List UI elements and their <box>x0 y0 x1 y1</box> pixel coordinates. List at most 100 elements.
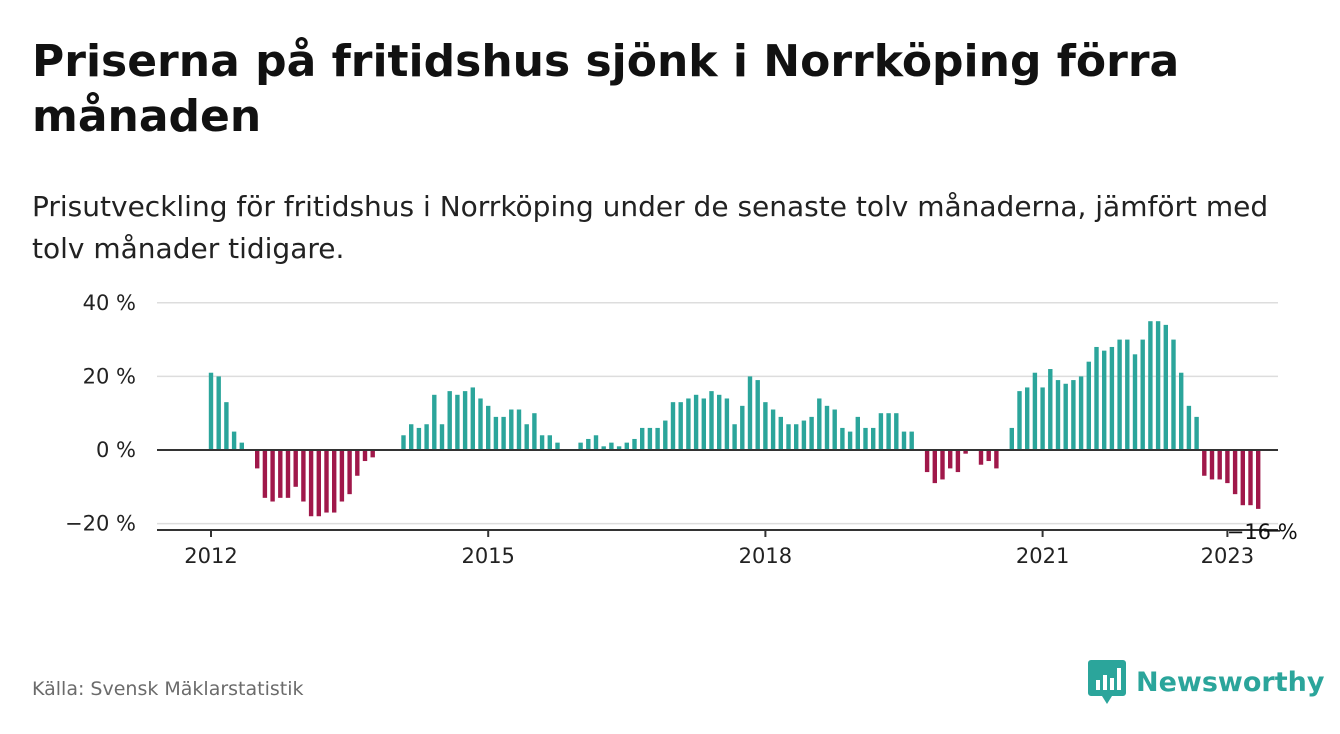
newsworthy-logo-icon <box>1088 660 1126 704</box>
bar <box>963 450 968 454</box>
bar <box>978 450 984 465</box>
bar <box>362 450 368 462</box>
bar <box>547 435 552 450</box>
bar <box>285 450 291 498</box>
bar <box>455 394 460 450</box>
y-tick-label: −20 % <box>65 512 136 536</box>
bar <box>416 427 422 450</box>
bar <box>701 398 706 450</box>
bar <box>763 402 768 450</box>
x-tick-label: 2023 <box>1201 544 1254 568</box>
bar <box>1117 339 1122 450</box>
bar <box>1186 405 1192 450</box>
bar <box>1225 450 1230 484</box>
bar <box>1055 380 1061 450</box>
source-note: Källa: Svensk Mäklarstatistik <box>32 678 304 700</box>
bar <box>1148 321 1153 450</box>
bar <box>516 409 522 450</box>
bar <box>578 442 583 450</box>
bar <box>1009 427 1014 450</box>
bar <box>778 416 783 450</box>
bar <box>1040 387 1045 450</box>
chart-title: Priserna på fritidshus sjönk i Norrköpin… <box>32 36 1180 142</box>
bar <box>486 405 491 450</box>
bar <box>1071 380 1076 450</box>
bar <box>432 394 437 450</box>
bar <box>886 413 891 450</box>
bar <box>678 402 683 450</box>
bar <box>786 424 791 450</box>
bar <box>370 450 375 458</box>
bar <box>840 427 845 450</box>
bar <box>717 394 722 450</box>
bar <box>1194 416 1199 450</box>
bar <box>1248 450 1253 506</box>
bar <box>355 450 360 476</box>
bar <box>747 376 753 450</box>
bar <box>855 416 860 450</box>
bar <box>794 424 799 450</box>
bar <box>1256 450 1261 509</box>
bar <box>686 398 691 450</box>
bar <box>740 405 745 450</box>
bar <box>586 438 591 450</box>
x-tick-label: 2021 <box>1016 544 1069 568</box>
bar <box>770 409 776 450</box>
bar <box>532 413 537 450</box>
bar <box>663 420 668 450</box>
bar <box>270 450 275 502</box>
bar <box>709 391 714 450</box>
bar <box>347 450 352 495</box>
bar <box>239 442 244 450</box>
bar <box>986 450 991 462</box>
bar <box>1217 450 1222 480</box>
bar <box>655 427 660 450</box>
bar <box>255 450 260 469</box>
bar <box>948 450 953 469</box>
y-tick-label: 0 % <box>96 438 136 462</box>
bar <box>1109 346 1115 450</box>
bar <box>301 450 306 502</box>
bar <box>316 450 321 517</box>
bar <box>424 424 429 450</box>
bar <box>817 398 822 450</box>
brand-logo: Newsworthy <box>1088 660 1324 704</box>
bar-chart: 40 % 20 % 0 % −20 % 2012 2015 2018 2021 2023−16 … <box>65 291 1298 568</box>
bar <box>409 424 414 450</box>
bar <box>1102 350 1107 450</box>
bar <box>809 416 814 450</box>
bar <box>1132 354 1138 450</box>
bar <box>640 427 645 450</box>
bar <box>501 416 506 450</box>
bar <box>871 427 876 450</box>
bar <box>924 450 930 473</box>
bar <box>593 435 599 450</box>
bar <box>401 435 406 450</box>
bar <box>632 438 637 450</box>
bar <box>624 442 629 450</box>
bar <box>1032 372 1038 450</box>
bar <box>208 372 214 450</box>
bar <box>863 427 868 450</box>
bar <box>470 387 475 450</box>
bar <box>1209 450 1215 480</box>
bar <box>616 446 622 450</box>
bar <box>1179 372 1184 450</box>
bar <box>555 442 560 450</box>
bar <box>601 446 606 450</box>
bar <box>1017 391 1022 450</box>
bar <box>524 424 529 450</box>
bar <box>901 431 907 450</box>
bar <box>278 450 283 498</box>
bar <box>732 424 737 450</box>
bar <box>801 420 807 450</box>
bar <box>1163 324 1168 450</box>
bar <box>224 402 229 450</box>
bar <box>1125 339 1130 450</box>
bar <box>1240 450 1245 506</box>
bar <box>724 398 730 450</box>
x-tick-label: 2015 <box>461 544 514 568</box>
bar <box>1155 321 1161 450</box>
bar <box>670 402 676 450</box>
bar <box>324 450 329 513</box>
